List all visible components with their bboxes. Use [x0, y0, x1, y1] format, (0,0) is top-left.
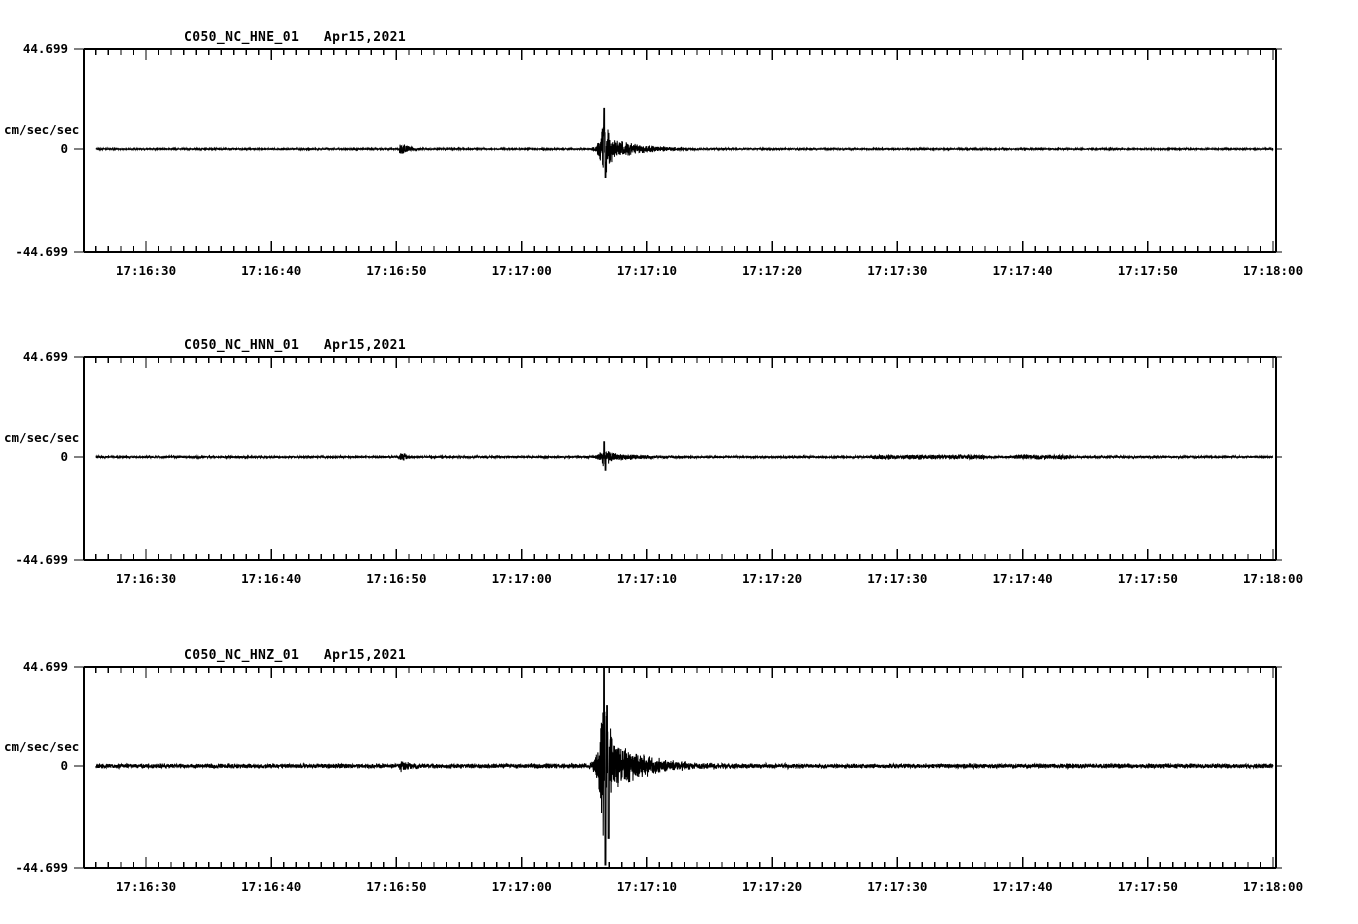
xtick-label: 17:17:10 — [616, 879, 677, 894]
xtick-label: 17:17:10 — [616, 571, 677, 586]
xtick-label: 17:16:50 — [366, 263, 427, 278]
panel-title: C050_NC_HNE_01 Apr15,2021 — [184, 30, 407, 45]
xtick-label: 17:17:20 — [741, 571, 803, 586]
xtick-label: 17:16:30 — [115, 879, 177, 894]
xtick-label: 17:17:30 — [867, 571, 928, 586]
xtick-label: 17:17:00 — [491, 571, 552, 586]
xtick-label: 17:17:50 — [1117, 571, 1178, 586]
xtick-label: 17:16:40 — [241, 263, 302, 278]
xtick-label: 17:16:30 — [115, 571, 177, 586]
ytick-label-min: -44.699 — [15, 860, 68, 875]
xtick-label: 17:16:50 — [366, 879, 427, 894]
waveform-trace — [95, 107, 1274, 178]
panel-title: C050_NC_HNZ_01 Apr15,2021 — [184, 648, 407, 663]
waveform-trace — [95, 441, 1274, 471]
xtick-label: 17:16:30 — [115, 263, 177, 278]
xtick-label: 17:17:40 — [992, 263, 1053, 278]
xtick-label: 17:17:30 — [867, 263, 928, 278]
xtick-label: 17:16:40 — [241, 879, 302, 894]
panel-title: C050_NC_HNN_01 Apr15,2021 — [184, 338, 407, 353]
ytick-label-min: -44.699 — [15, 244, 68, 259]
ytick-label-max: 44.699 — [22, 41, 68, 56]
xtick-label: 17:17:40 — [992, 879, 1053, 894]
xtick-label: 17:18:00 — [1242, 571, 1304, 586]
ytick-label-zero: 0 — [60, 449, 68, 464]
xtick-label: 17:17:40 — [992, 571, 1053, 586]
xtick-label: 17:17:20 — [741, 879, 803, 894]
xtick-label: 17:18:00 — [1242, 263, 1304, 278]
ytick-label-max: 44.699 — [22, 349, 68, 364]
xtick-label: 17:16:40 — [241, 571, 302, 586]
xtick-label: 17:17:30 — [867, 879, 928, 894]
ytick-label-max: 44.699 — [22, 659, 68, 674]
ytick-label-zero: 0 — [60, 141, 68, 156]
y-axis-unit-label: cm/sec/sec — [4, 122, 80, 137]
xtick-label: 17:17:10 — [616, 263, 677, 278]
xtick-label: 17:17:50 — [1117, 879, 1178, 894]
xtick-label: 17:16:50 — [366, 571, 427, 586]
xtick-label: 17:17:00 — [491, 263, 552, 278]
y-axis-unit-label: cm/sec/sec — [4, 430, 80, 445]
waveform-trace — [95, 667, 1274, 866]
ytick-label-min: -44.699 — [15, 552, 68, 567]
xtick-label: 17:18:00 — [1242, 879, 1304, 894]
xtick-label: 17:17:50 — [1117, 263, 1178, 278]
xtick-label: 17:17:20 — [741, 263, 803, 278]
xtick-label: 17:17:00 — [491, 879, 552, 894]
ytick-label-zero: 0 — [60, 758, 68, 773]
y-axis-unit-label: cm/sec/sec — [4, 739, 80, 754]
